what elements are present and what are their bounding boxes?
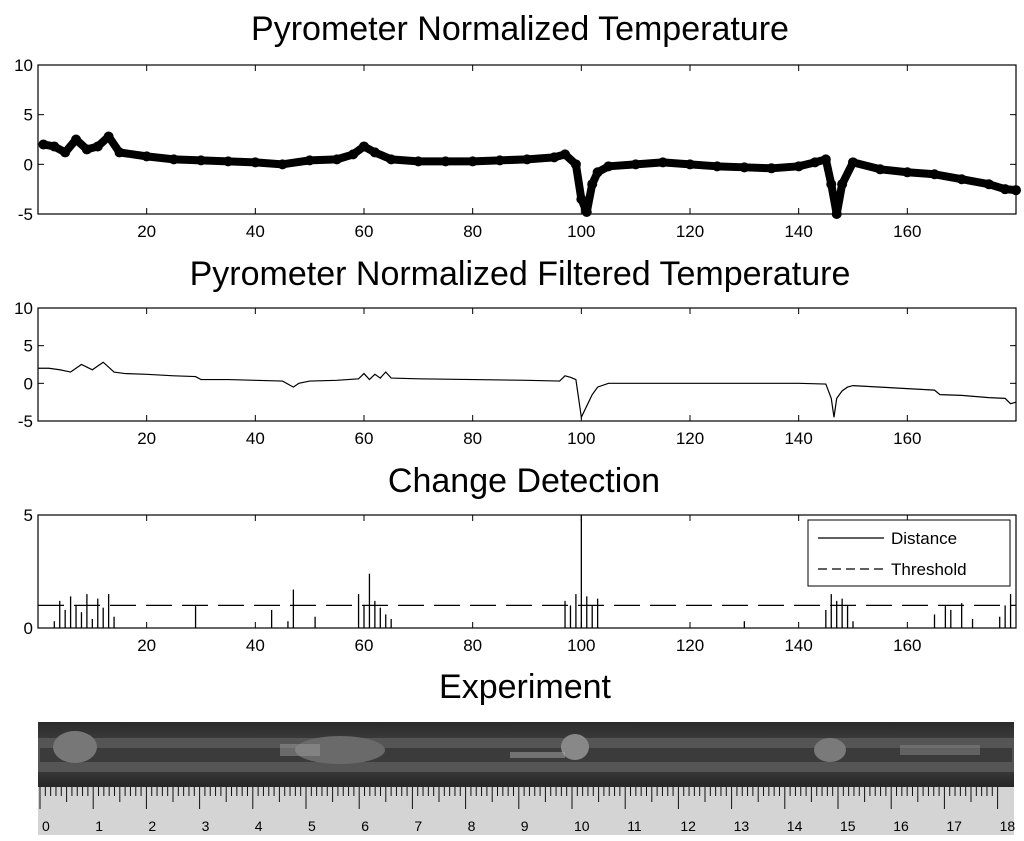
ruler-label: 7 [414, 818, 422, 834]
x-tick-label: 160 [893, 429, 921, 448]
chart1-marks: 20 40 60 80 100 120 140 160 10 5 0 -5 [14, 56, 1021, 241]
ruler-label: 1 [95, 818, 103, 834]
ruler-label: 6 [361, 818, 369, 834]
ruler-label: 16 [893, 818, 909, 834]
x-tick-label: 140 [784, 222, 812, 241]
y-tick-label: 0 [24, 374, 33, 393]
legend-distance-label: Distance [891, 529, 957, 548]
x-tick-label: 120 [676, 636, 704, 655]
ruler-label: 14 [787, 818, 803, 834]
ruler-label: 8 [468, 818, 476, 834]
ruler-label: 9 [521, 818, 529, 834]
ruler-label: 18 [1000, 818, 1016, 834]
x-tick-label: 40 [246, 429, 265, 448]
x-tick-label: 20 [137, 429, 156, 448]
chart3-axes [37, 514, 1017, 629]
y-tick-label: -5 [18, 412, 33, 431]
ruler-label: 3 [202, 818, 210, 834]
chart2-axes [37, 307, 1017, 422]
ruler-label: 17 [946, 818, 962, 834]
y-tick-label: -5 [18, 205, 33, 224]
x-tick-label: 60 [355, 636, 374, 655]
ruler-label: 2 [148, 818, 156, 834]
chart3-marks: 20 40 60 80 100 120 140 160 5 0 [24, 506, 1016, 655]
ruler-label: 15 [840, 818, 856, 834]
x-tick-label: 140 [784, 429, 812, 448]
series-line [38, 361, 1017, 420]
x-tick-label: 80 [463, 429, 482, 448]
chart3-legend: Distance Threshold [807, 519, 1011, 587]
x-tick-label: 40 [246, 222, 265, 241]
ruler-label: 10 [574, 818, 590, 834]
chart3-title: Change Detection [388, 462, 660, 500]
x-tick-label: 100 [567, 222, 595, 241]
y-tick-label: 0 [24, 155, 33, 174]
ruler: 0 1 2 3 4 5 6 7 8 9 10 11 12 13 14 15 16 17 18 [38, 787, 1015, 835]
y-tick-label: 10 [14, 299, 33, 318]
experiment-photo [38, 722, 1014, 787]
y-tick-label: 5 [24, 337, 33, 356]
y-tick-label: 5 [24, 506, 33, 525]
ruler-label: 11 [627, 818, 642, 834]
chart1-axes [37, 64, 1017, 215]
ruler-label: 5 [308, 818, 316, 834]
x-tick-label: 20 [137, 636, 156, 655]
scatter-band [39, 132, 1020, 218]
y-tick-label: 0 [24, 619, 33, 638]
x-tick-label: 120 [676, 429, 704, 448]
x-tick-label: 100 [567, 429, 595, 448]
chart1-title: Pyrometer Normalized Temperature [251, 10, 789, 48]
experiment-title: Experiment [439, 668, 612, 706]
x-tick-label: 80 [463, 636, 482, 655]
ruler-label: 12 [680, 818, 696, 834]
x-tick-label: 160 [893, 222, 921, 241]
x-tick-label: 140 [784, 636, 812, 655]
x-tick-label: 20 [137, 222, 156, 241]
ruler-label: 4 [255, 818, 263, 834]
chart2-title: Pyrometer Normalized Filtered Temperatur… [190, 255, 851, 293]
ruler-label: 0 [42, 818, 50, 834]
legend-threshold-label: Threshold [891, 560, 967, 579]
x-tick-label: 80 [463, 222, 482, 241]
x-tick-label: 60 [355, 429, 374, 448]
y-tick-label: 5 [24, 106, 33, 125]
x-tick-label: 40 [246, 636, 265, 655]
ruler-label: 13 [734, 818, 750, 834]
y-tick-label: 10 [14, 56, 33, 75]
x-tick-label: 60 [355, 222, 374, 241]
chart2-marks: 20 40 60 80 100 120 140 160 10 5 0 -5 [14, 299, 1017, 448]
x-tick-label: 160 [893, 636, 921, 655]
x-tick-label: 120 [676, 222, 704, 241]
x-tick-label: 100 [567, 636, 595, 655]
